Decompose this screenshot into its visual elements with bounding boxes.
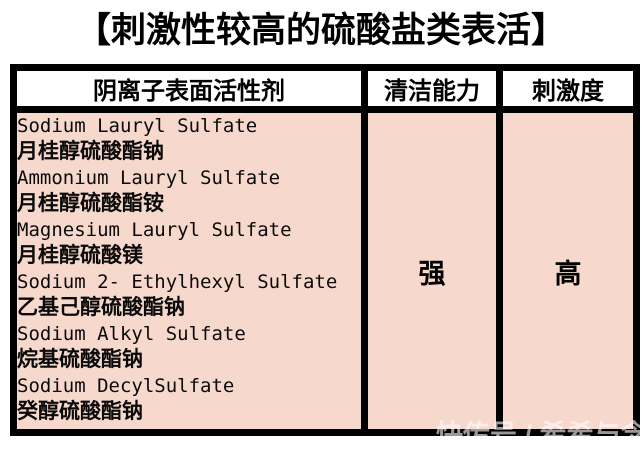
surfactant-name-zh: 癸醇硫酸酯钠	[17, 400, 143, 423]
irritation-level-value: 高	[496, 106, 640, 436]
col-header-irritation-level: 刺激度	[496, 64, 640, 113]
surfactant-name-zh: 烷基硫酸酯钠	[17, 348, 143, 371]
surfactant-list-cell: Sodium Lauryl Sulfate 月桂醇硫酸酯钠 Ammonium L…	[10, 106, 368, 436]
surfactant-name-en: Magnesium Lauryl Sulfate	[17, 219, 292, 241]
surfactant-name-en: Sodium Lauryl Sulfate	[17, 115, 258, 137]
body-row: Sodium Lauryl Sulfate 月桂醇硫酸酯钠 Ammonium L…	[10, 106, 640, 436]
surfactant-name-en: Ammonium Lauryl Sulfate	[17, 167, 281, 189]
surfactant-name-zh: 月桂醇硫酸镁	[17, 244, 143, 267]
cleaning-ability-value: 强	[361, 106, 503, 436]
surfactant-name-en: Sodium DecylSulfate	[17, 375, 235, 397]
surfactant-name-zh: 乙基己醇硫酸酯钠	[17, 296, 185, 319]
surfactant-table: 阴离子表面活性剂 清洁能力 刺激度 Sodium Lauryl Sulfate …	[10, 64, 640, 436]
header-row: 阴离子表面活性剂 清洁能力 刺激度	[10, 64, 640, 113]
surfactant-name-zh: 月桂醇硫酸酯钠	[17, 140, 164, 163]
surfactant-name-zh: 月桂醇硫酸酯铵	[17, 192, 164, 215]
col-header-anionic-surfactant: 阴离子表面活性剂	[10, 64, 368, 113]
surfactant-name-en: Sodium 2- Ethylhexyl Sulfate	[17, 271, 338, 293]
surfactant-name-en: Sodium Alkyl Sulfate	[17, 323, 246, 345]
page-title: 【刺激性较高的硫酸盐类表活】	[75, 11, 566, 50]
col-header-cleaning-ability: 清洁能力	[361, 64, 503, 113]
